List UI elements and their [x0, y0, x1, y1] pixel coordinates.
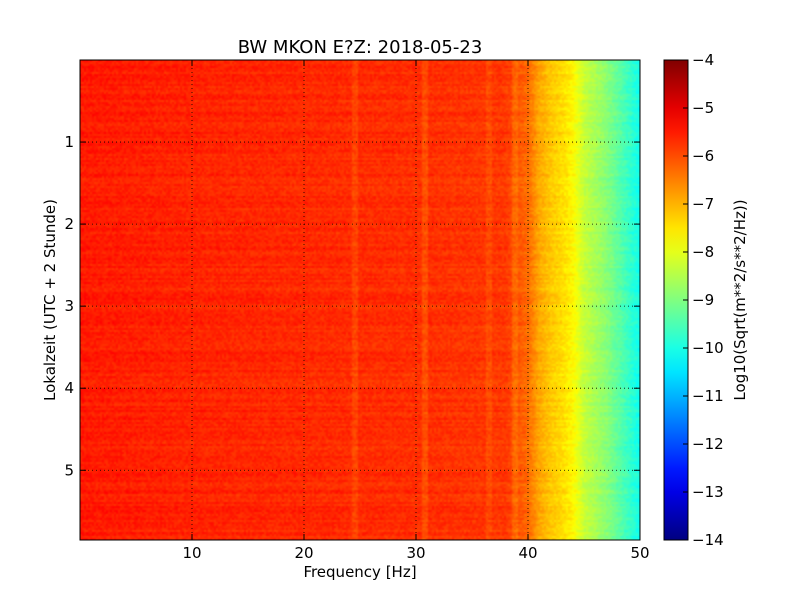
x-tick-label: 30 — [406, 544, 425, 562]
y-tick-label: 5 — [64, 461, 74, 479]
plot-area: 10 20 30 40 50 1 2 3 4 5 — [64, 59, 650, 562]
y-tick-label: 3 — [64, 297, 74, 315]
colorbar-tick-label: −12 — [692, 435, 724, 453]
colorbar-tick-label: −9 — [692, 291, 714, 309]
colorbar-tick-label: −10 — [692, 339, 724, 357]
colorbar-tick-label: −13 — [692, 483, 724, 501]
colorbar-tick-label: −7 — [692, 195, 714, 213]
spectrogram-heatmap — [80, 60, 640, 540]
colorbar-ticks: −4 −5 −6 −7 −8 −9 −10 −11 −12 −13 −14 — [683, 51, 724, 549]
colorbar-tick-label: −14 — [692, 531, 724, 549]
x-axis-ticks: 10 20 30 40 50 — [182, 60, 650, 562]
colorbar-tick-label: −6 — [692, 147, 714, 165]
colorbar-label: Log10(Sqrt(m**2/s**2/Hz)) — [731, 199, 749, 400]
colorbar-tick-label: −4 — [692, 51, 714, 69]
y-tick-label: 1 — [64, 133, 74, 151]
y-axis-ticks: 1 2 3 4 5 — [64, 133, 640, 479]
chart-title: BW MKON E?Z: 2018-05-23 — [238, 37, 483, 58]
colorbar: −4 −5 −6 −7 −8 −9 −10 −11 −12 −13 −14 Log10(Sqrt(m… — [663, 51, 749, 549]
x-tick-label: 50 — [630, 544, 649, 562]
colorbar-tick-label: −8 — [692, 243, 714, 261]
x-tick-label: 10 — [182, 544, 201, 562]
y-tick-label: 2 — [64, 215, 74, 233]
y-tick-label: 4 — [64, 379, 74, 397]
grid-lines — [80, 60, 640, 540]
x-tick-label: 40 — [518, 544, 537, 562]
x-axis-label: Frequency [Hz] — [303, 563, 416, 581]
plot-frame — [79, 59, 641, 541]
colorbar-tick-label: −5 — [692, 99, 714, 117]
x-tick-label: 20 — [294, 544, 313, 562]
colorbar-tick-label: −11 — [692, 387, 724, 405]
y-axis-label: Lokalzeit (UTC + 2 Stunde) — [41, 199, 59, 401]
